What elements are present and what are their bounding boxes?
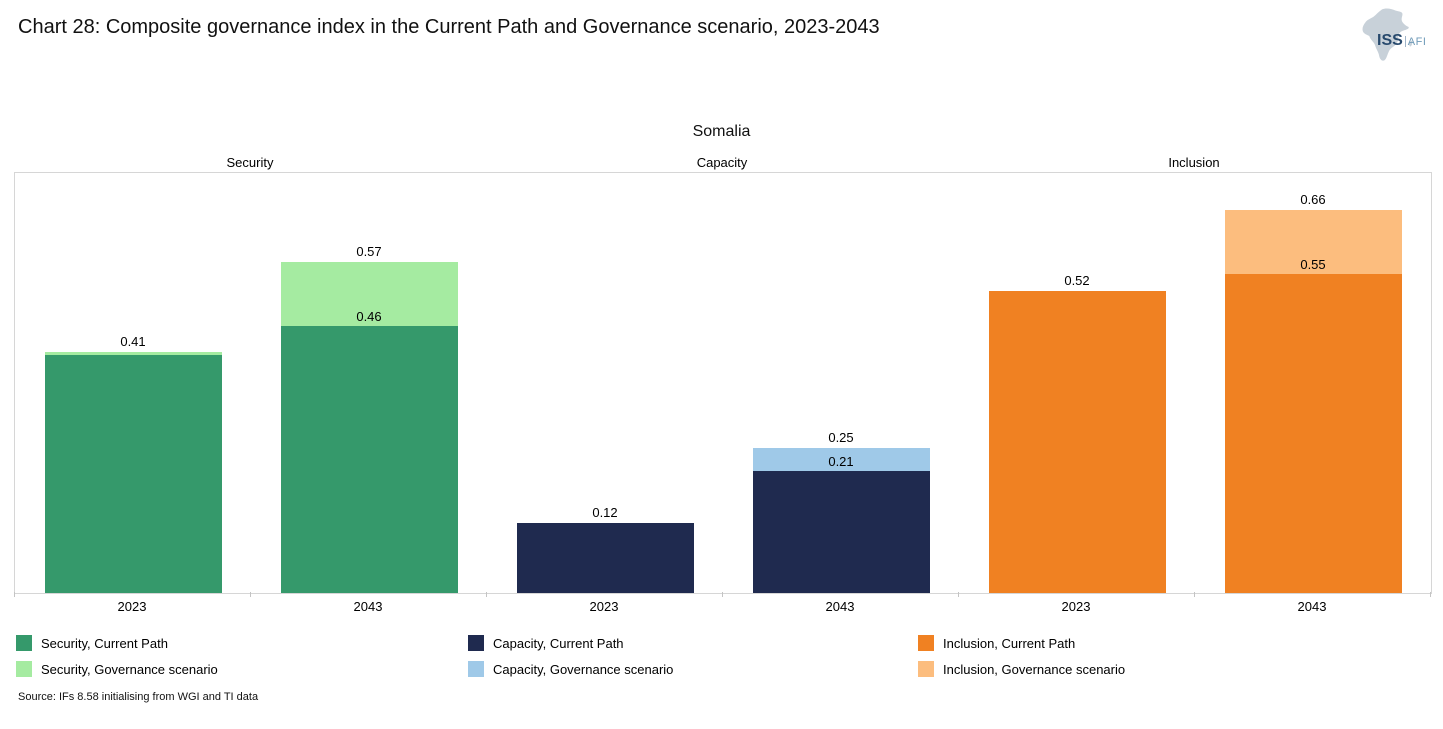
group-label-inclusion: Inclusion — [1168, 155, 1220, 170]
x-axis-label-inclusion-2023: 2023 — [1061, 599, 1091, 614]
bar-value-label-inclusion-2023-total: 0.52 — [1064, 273, 1090, 288]
bar-security-2043-current-path — [280, 326, 458, 593]
x-axis-label-security-2043: 2043 — [353, 599, 383, 614]
legend-item-security-governance-scenario: Security, Governance scenario — [16, 661, 218, 677]
bar-inclusion-2043-current-path — [1224, 274, 1402, 593]
source-note: Source: IFs 8.58 initialising from WGI a… — [18, 691, 259, 703]
legend-label: Security, Governance scenario — [41, 661, 218, 677]
group-label-security: Security — [226, 155, 274, 170]
legend-swatch — [16, 635, 32, 651]
page-title: Chart 28: Composite governance index in … — [18, 16, 880, 38]
x-axis-label-capacity-2023: 2023 — [589, 599, 619, 614]
legend-label: Capacity, Governance scenario — [493, 661, 674, 677]
logo-wordmark: ISS AFI — [1377, 32, 1426, 50]
legend-swatch — [16, 661, 32, 677]
logo-iss-text: ISS — [1377, 32, 1403, 49]
x-axis-tick — [1430, 592, 1431, 597]
x-axis-label-capacity-2043: 2043 — [825, 599, 855, 614]
iss-afi-logo: ISS AFI — [1353, 5, 1437, 67]
bar-value-label-security-2043-total: 0.57 — [356, 244, 382, 259]
x-axis-tick — [1194, 592, 1195, 597]
bar-value-label-security-2023-total: 0.41 — [120, 334, 146, 349]
bar-value-label-inclusion-2043-current: 0.55 — [1300, 257, 1326, 272]
legend-item-inclusion-governance-scenario: Inclusion, Governance scenario — [918, 661, 1125, 677]
chart-title: Somalia — [692, 123, 751, 140]
x-axis-label-inclusion-2043: 2043 — [1297, 599, 1327, 614]
bar-value-label-security-2043-current: 0.46 — [356, 309, 382, 324]
legend-swatch — [468, 661, 484, 677]
x-axis-tick — [722, 592, 723, 597]
bar-value-label-capacity-2043-total: 0.25 — [828, 430, 854, 445]
legend-item-inclusion-current-path: Inclusion, Current Path — [918, 635, 1075, 651]
logo-afi-text: AFI — [1407, 36, 1427, 48]
legend-item-capacity-current-path: Capacity, Current Path — [468, 635, 624, 651]
bar-capacity-2043-current-path — [752, 471, 930, 593]
legend-label: Inclusion, Governance scenario — [943, 661, 1126, 677]
legend-label: Capacity, Current Path — [493, 635, 624, 651]
legend-swatch — [918, 635, 934, 651]
bar-capacity-2023-current-path — [516, 523, 694, 593]
bar-security-2023-governance-scenario — [44, 352, 222, 355]
x-axis-tick — [250, 592, 251, 597]
x-axis-tick — [486, 592, 487, 597]
legend-swatch — [468, 635, 484, 651]
bar-capacity-2043-governance-scenario — [752, 448, 930, 471]
bar-value-label-inclusion-2043-total: 0.66 — [1300, 192, 1326, 207]
legend-swatch — [918, 661, 934, 677]
logo-divider — [1404, 35, 1406, 47]
bar-inclusion-2023-current-path — [988, 291, 1166, 593]
group-label-capacity: Capacity — [696, 155, 748, 170]
bar-inclusion-2043-governance-scenario — [1224, 210, 1402, 274]
x-axis-tick — [14, 592, 15, 597]
bar-security-2023-current-path — [44, 355, 222, 593]
plot-area: 0.41 0.57 0.46 0.12 0.25 0.21 0.52 0.66 0.55 — [14, 172, 1432, 594]
bar-value-label-capacity-2023-total: 0.12 — [592, 505, 618, 520]
legend-label: Inclusion, Current Path — [943, 635, 1076, 651]
legend-item-capacity-governance-scenario: Capacity, Governance scenario — [468, 661, 673, 677]
africa-map-icon — [1362, 8, 1413, 61]
legend-item-security-current-path: Security, Current Path — [16, 635, 168, 651]
x-axis-tick — [958, 592, 959, 597]
bar-value-label-capacity-2043-current: 0.21 — [828, 454, 854, 469]
group-labels: Security Capacity Inclusion — [14, 155, 1430, 173]
bar-security-2043-governance-scenario — [280, 262, 458, 326]
legend-label: Security, Current Path — [41, 635, 168, 651]
x-axis-label-security-2023: 2023 — [117, 599, 147, 614]
